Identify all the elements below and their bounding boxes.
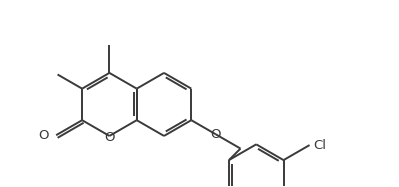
Text: Cl: Cl (313, 139, 326, 152)
Text: O: O (211, 128, 221, 141)
Text: O: O (104, 131, 115, 144)
Text: O: O (39, 129, 49, 142)
